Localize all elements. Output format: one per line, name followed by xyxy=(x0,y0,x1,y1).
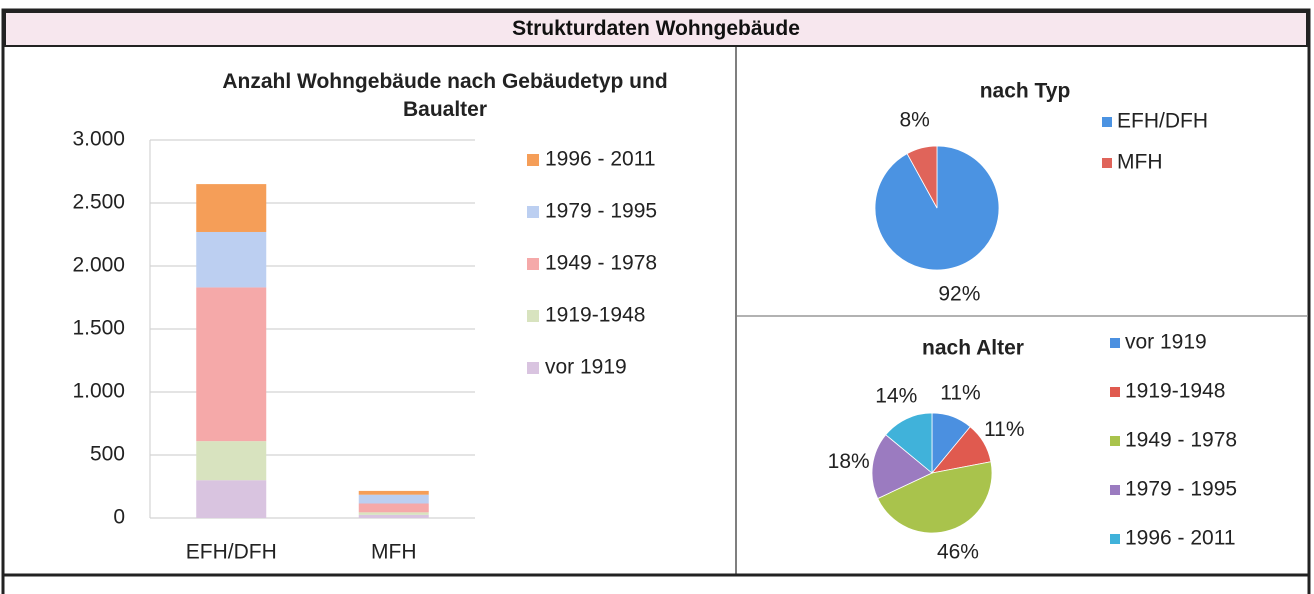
legend-swatch xyxy=(527,362,539,374)
y-tick-label: 0 xyxy=(113,506,125,529)
x-tick-label: MFH xyxy=(371,541,417,564)
data-label: 92% xyxy=(938,283,980,306)
legend-label: MFH xyxy=(1117,151,1163,174)
y-tick-label: 1.000 xyxy=(72,380,125,403)
bar-segment xyxy=(196,441,267,481)
bar-segment xyxy=(358,503,429,513)
chart-title: nach Typ xyxy=(980,80,1071,103)
legend-swatch xyxy=(1110,485,1120,495)
legend-label: EFH/DFH xyxy=(1117,110,1208,133)
legend-swatch xyxy=(1102,117,1112,127)
legend-swatch xyxy=(527,310,539,322)
pie-slice xyxy=(877,461,993,534)
bar-segment xyxy=(196,480,267,518)
pie-slice xyxy=(885,412,933,474)
legend-label: 1949 - 1978 xyxy=(1125,429,1237,452)
x-tick-label: EFH/DFH xyxy=(186,541,277,564)
legend-swatch xyxy=(1102,158,1112,168)
legend-label: vor 1919 xyxy=(545,356,627,379)
outer-border xyxy=(1,8,1311,594)
data-label: 11% xyxy=(940,382,980,405)
pie-slice xyxy=(871,434,933,500)
y-tick-label: 500 xyxy=(90,443,125,466)
y-tick-label: 3.000 xyxy=(72,128,125,151)
legend-label: 1979 - 1995 xyxy=(1125,478,1237,501)
bar-segment xyxy=(358,490,429,495)
legend-swatch xyxy=(1110,387,1120,397)
legend-label: 1919-1948 xyxy=(1125,380,1225,403)
data-label: 14% xyxy=(875,385,917,408)
bar-segment xyxy=(196,287,267,442)
bar-segment xyxy=(358,494,429,504)
data-label: 11% xyxy=(984,418,1024,441)
legend-swatch xyxy=(527,258,539,270)
y-tick-label: 2.000 xyxy=(72,254,125,277)
data-label: 8% xyxy=(899,108,929,131)
legend-label: 1979 - 1995 xyxy=(545,200,657,223)
bar-segment xyxy=(358,514,429,518)
legend-label: 1996 - 2011 xyxy=(545,148,656,171)
header-bar xyxy=(4,11,1308,47)
legend-swatch xyxy=(527,206,539,218)
bar-segment xyxy=(196,184,267,232)
legend-label: vor 1919 xyxy=(1125,331,1207,354)
legend-label: 1919-1948 xyxy=(545,304,645,327)
chart-title: nach Alter xyxy=(922,337,1024,360)
y-tick-label: 1.500 xyxy=(72,317,125,340)
pie-slice xyxy=(906,145,938,209)
chart-title: Anzahl Wohngebäude nach Gebäudetyp und B… xyxy=(222,70,668,121)
data-label: 46% xyxy=(937,540,979,563)
y-tick-label: 2.500 xyxy=(72,191,125,214)
legend-swatch xyxy=(1110,338,1120,348)
legend-label: 1996 - 2011 xyxy=(1125,527,1236,550)
data-label: 18% xyxy=(828,450,870,473)
legend-swatch xyxy=(1110,534,1120,544)
legend-swatch xyxy=(1110,436,1120,446)
legend-label: 1949 - 1978 xyxy=(545,252,657,275)
bar-segment xyxy=(196,231,267,288)
header-title: Strukturdaten Wohngebäude xyxy=(512,17,800,40)
legend-swatch xyxy=(527,154,539,166)
bar-segment xyxy=(358,512,429,515)
